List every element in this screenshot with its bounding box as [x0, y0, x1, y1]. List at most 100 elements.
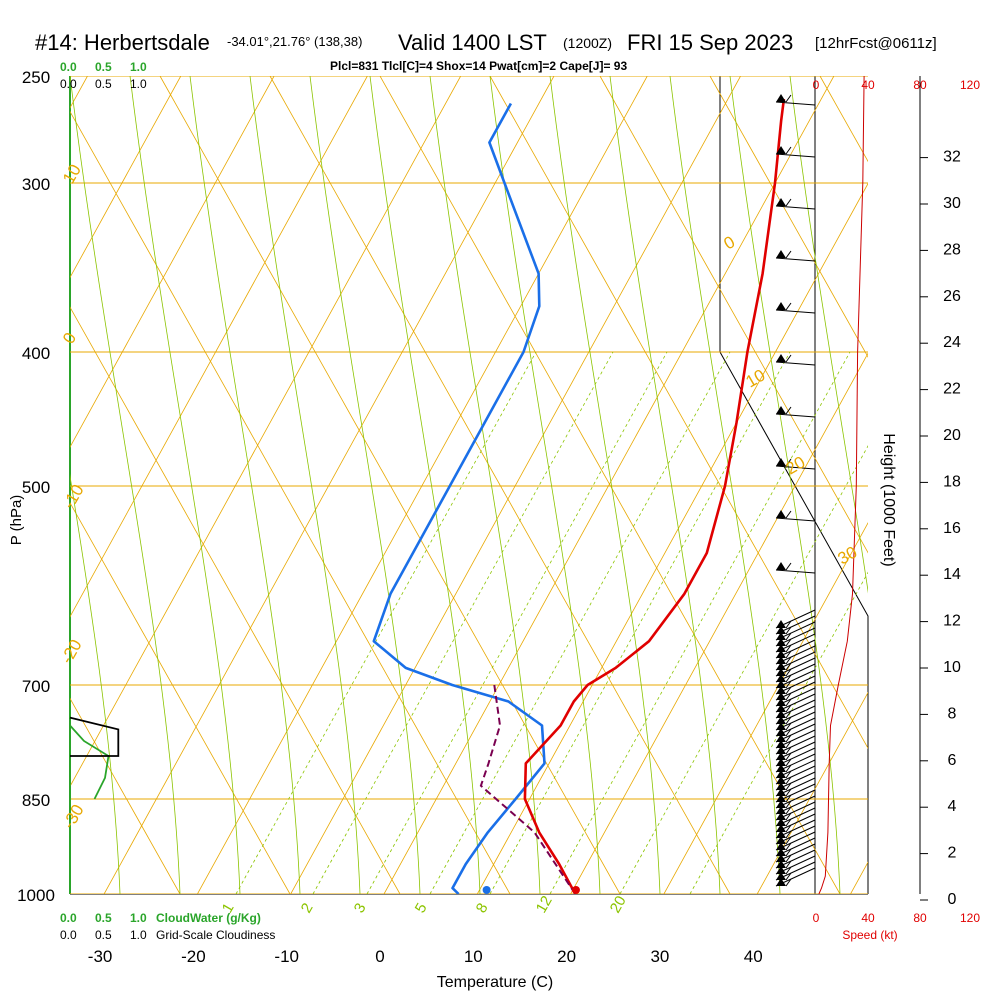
speed-tick-top-2: 80 — [913, 78, 927, 92]
wind-barb — [775, 633, 816, 653]
height-tick-label: 16 — [943, 520, 961, 537]
wind-barb — [775, 717, 816, 737]
dewpoint-profile — [372, 102, 546, 894]
height-tick-label: 28 — [943, 241, 961, 258]
wind-barb — [775, 705, 816, 725]
wind-barb — [775, 843, 816, 863]
wind-barb — [775, 765, 816, 785]
wind-barb — [775, 753, 816, 773]
isotherm-line — [570, 352, 868, 894]
mixing-ratio-line — [429, 351, 731, 894]
pressure-tick-label: 500 — [22, 478, 50, 497]
mixing-ratio-label: 5 — [412, 900, 431, 916]
cloudwater-tick-top-0: 0.0 — [60, 60, 77, 74]
wind-barb — [775, 693, 816, 713]
plot-frame — [69, 76, 921, 895]
isotherm-line — [383, 76, 835, 894]
wind-barb — [775, 777, 816, 797]
forecast-run: [12hrFcst@0611z] — [815, 35, 937, 52]
dry-adiabat-line — [930, 76, 1000, 894]
dry-adiabat-line — [709, 76, 868, 358]
mixing-ratio-line — [366, 351, 668, 894]
wind-barb — [775, 627, 816, 647]
height-tick-label: 20 — [943, 427, 961, 444]
wind-barb — [775, 699, 816, 719]
wind-barb — [775, 723, 816, 743]
isotherm-line — [756, 691, 868, 894]
wind-barb — [775, 675, 816, 695]
wind-barb — [775, 669, 816, 689]
wind-barb — [775, 198, 816, 210]
dry-adiabat-label: 20 — [783, 453, 809, 479]
dry-adiabat-line — [70, 306, 401, 894]
parcel-profile — [479, 684, 577, 894]
cloudiness-profile — [69, 716, 120, 757]
speed-tick-bottom-2: 80 — [913, 911, 927, 925]
wind-barb — [775, 711, 816, 731]
moist-adiabat-line — [129, 76, 241, 894]
cloudwater-tick-top-2: 1.0 — [130, 60, 147, 74]
cloudiness-tick-top-1: 0.5 — [95, 77, 112, 91]
wind-barb — [775, 729, 816, 749]
height-tick-label: 6 — [948, 752, 957, 769]
wind-barb — [775, 807, 816, 827]
cloudiness-tick-bottom-0: 0.0 — [60, 928, 77, 942]
height-tick-label: 12 — [943, 613, 961, 630]
wind-barb — [775, 819, 816, 839]
wind-barb — [775, 831, 816, 851]
height-tick-label: 2 — [948, 845, 957, 862]
station-title: #14: Herbertsdale — [35, 30, 210, 55]
temperature-tick-label: -20 — [181, 947, 206, 966]
cloudwater-tick-bottom-0: 0.0 — [60, 911, 77, 925]
height-tick-label: 14 — [943, 566, 961, 583]
temperature-tick-label: 10 — [464, 947, 483, 966]
wind-barb — [775, 510, 816, 522]
height-axis-title: Height (1000 Feet) — [880, 433, 897, 566]
moist-adiabat-line — [309, 76, 421, 894]
moist-adiabat-line — [70, 473, 121, 894]
height-tick-label: 32 — [943, 149, 961, 166]
cloudiness-label: Grid-Scale Cloudiness — [156, 928, 275, 942]
moist-adiabat-line — [70, 76, 181, 894]
mixing-ratio-line — [689, 571, 868, 894]
isotherm-line — [70, 76, 182, 279]
height-tick-label: 0 — [948, 891, 957, 908]
pressure-tick-label: 300 — [22, 175, 50, 194]
height-tick-label: 18 — [943, 473, 961, 490]
wind-barb — [775, 855, 816, 875]
moist-adiabat-line — [609, 76, 721, 894]
temperature-tick-label: -30 — [88, 947, 113, 966]
cloud-panel — [69, 716, 120, 829]
isotherm-line — [476, 182, 868, 894]
height-tick-label: 30 — [943, 195, 961, 212]
wind-barb — [775, 825, 816, 845]
mixing-ratio-label: 2 — [298, 900, 317, 916]
wind-barb — [775, 458, 816, 470]
moist-adiabat-line — [669, 76, 781, 894]
moist-adiabat-line — [369, 76, 481, 894]
background-lines — [70, 76, 1000, 894]
wind-barb — [775, 302, 816, 314]
surface-temperature-marker — [571, 886, 580, 894]
mixing-ratio-line — [549, 351, 851, 894]
cloud-water-profile — [69, 723, 110, 829]
speed-tick-bottom-0: 0 — [813, 911, 820, 925]
cloudiness-tick-bottom-2: 1.0 — [130, 928, 147, 942]
wind-barb — [775, 687, 816, 707]
height-tick-label: 26 — [943, 288, 961, 305]
station-coords: -34.01°,21.76° (138,38) — [227, 34, 362, 49]
isotherm-line — [290, 76, 741, 894]
isotherm-line — [70, 76, 275, 448]
speed-tick-top-0: 0 — [813, 78, 820, 92]
moist-adiabat-line — [489, 76, 601, 894]
wind-barb — [775, 406, 816, 418]
stability-indices: Plcl=831 Tlcl[C]=4 Shox=14 Pwat[cm]=2 Ca… — [330, 59, 627, 73]
moist-adiabat-line — [729, 76, 841, 894]
temperature-tick-label: -10 — [274, 947, 299, 966]
wind-barb — [775, 813, 816, 833]
valid-time: Valid 1400 LST — [398, 30, 547, 55]
dry-adiabat-label: 0 — [721, 232, 739, 253]
isotherm-line — [70, 76, 368, 618]
